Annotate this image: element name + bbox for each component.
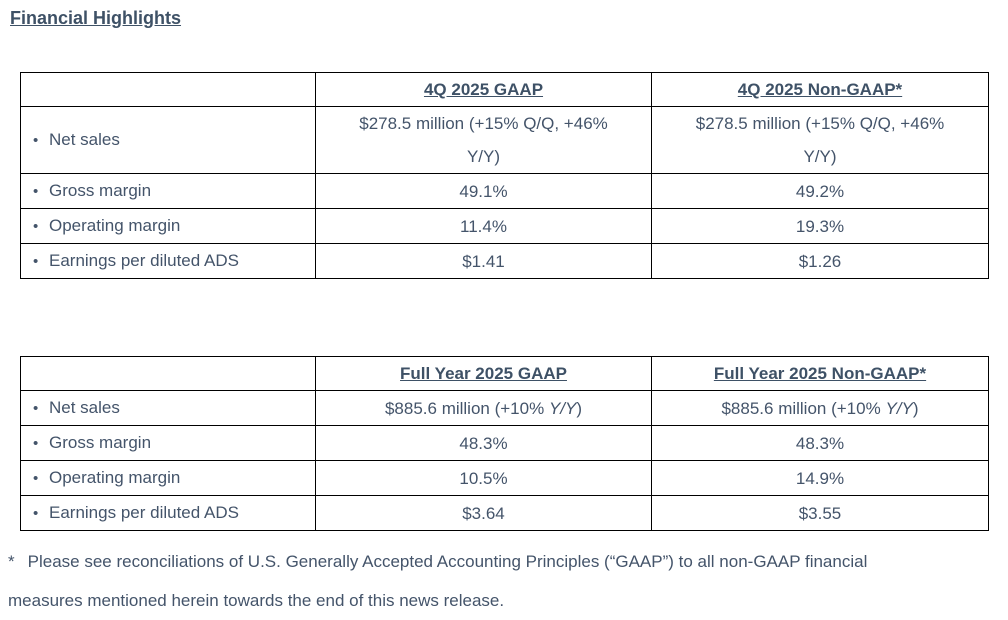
table-row-gross-margin: • Gross margin 48.3% 48.3% bbox=[20, 425, 989, 461]
table-row-net-sales: • Net sales $885.6 million (+10% Y/Y) $88… bbox=[20, 390, 989, 426]
operating-margin-non-gaap-value: 14.9% bbox=[651, 460, 989, 496]
full-year-2025-table: Full Year 2025 GAAP Full Year 2025 Non-G… bbox=[20, 356, 989, 531]
empty-corner-cell bbox=[20, 356, 316, 391]
bullet-icon: • bbox=[33, 253, 39, 270]
bullet-icon: • bbox=[33, 218, 39, 235]
bullet-icon: • bbox=[33, 400, 39, 417]
bullet-icon: • bbox=[33, 132, 39, 149]
row-label: Net sales bbox=[49, 130, 120, 149]
operating-margin-gaap-value: 11.4% bbox=[315, 208, 652, 244]
fy-header-row: Full Year 2025 GAAP Full Year 2025 Non-G… bbox=[20, 356, 989, 391]
eps-gaap-value: $3.64 bbox=[315, 495, 652, 531]
table-row-eps: • Earnings per diluted ADS $1.41 $1.26 bbox=[20, 243, 989, 279]
row-label-cell: • Operating margin bbox=[20, 460, 316, 496]
row-label: Gross margin bbox=[49, 433, 152, 452]
bullet-icon: • bbox=[33, 183, 39, 200]
fy-non-gaap-header: Full Year 2025 Non-GAAP* bbox=[651, 356, 989, 391]
row-label: Earnings per diluted ADS bbox=[49, 251, 239, 270]
table-row-eps: • Earnings per diluted ADS $3.64 $3.55 bbox=[20, 495, 989, 531]
row-label: Net sales bbox=[49, 398, 120, 417]
table-row-gross-margin: • Gross margin 49.1% 49.2% bbox=[20, 173, 989, 209]
net-sales-gaap-value: $885.6 million (+10% Y/Y) bbox=[315, 390, 652, 426]
gross-margin-gaap-value: 48.3% bbox=[315, 425, 652, 461]
gross-margin-gaap-value: 49.1% bbox=[315, 173, 652, 209]
net-sales-non-gaap-value: $885.6 million (+10% Y/Y) bbox=[651, 390, 989, 426]
footnote: * Please see reconciliations of U.S. Gene… bbox=[8, 542, 908, 620]
q4-non-gaap-header: 4Q 2025 Non-GAAP* bbox=[651, 72, 989, 107]
operating-margin-non-gaap-value: 19.3% bbox=[651, 208, 989, 244]
fy-gaap-header: Full Year 2025 GAAP bbox=[315, 356, 652, 391]
row-label-cell: • Operating margin bbox=[20, 208, 316, 244]
table-row-net-sales: • Net sales $278.5 million (+15% Q/Q, +46… bbox=[20, 106, 989, 174]
table-row-operating-margin: • Operating margin 10.5% 14.9% bbox=[20, 460, 989, 496]
empty-corner-cell bbox=[20, 72, 316, 107]
eps-non-gaap-value: $1.26 bbox=[651, 243, 989, 279]
footnote-marker: * bbox=[8, 552, 15, 571]
row-label: Operating margin bbox=[49, 216, 181, 235]
gross-margin-non-gaap-value: 48.3% bbox=[651, 425, 989, 461]
row-label-cell: • Gross margin bbox=[20, 425, 316, 461]
footnote-text: Please see reconciliations of U.S. Gener… bbox=[8, 552, 868, 610]
row-label-cell: • Earnings per diluted ADS bbox=[20, 495, 316, 531]
bullet-icon: • bbox=[33, 435, 39, 452]
q4-2025-table: 4Q 2025 GAAP 4Q 2025 Non-GAAP* • Net sale… bbox=[20, 72, 989, 279]
net-sales-non-gaap-value: $278.5 million (+15% Q/Q, +46% Y/Y) bbox=[651, 106, 989, 174]
bullet-icon: • bbox=[33, 505, 39, 522]
row-label: Gross margin bbox=[49, 181, 152, 200]
row-label: Earnings per diluted ADS bbox=[49, 503, 239, 522]
row-label-cell: • Net sales bbox=[20, 106, 316, 174]
table-row-operating-margin: • Operating margin 11.4% 19.3% bbox=[20, 208, 989, 244]
q4-gaap-header: 4Q 2025 GAAP bbox=[315, 72, 652, 107]
bullet-icon: • bbox=[33, 470, 39, 487]
eps-non-gaap-value: $3.55 bbox=[651, 495, 989, 531]
operating-margin-gaap-value: 10.5% bbox=[315, 460, 652, 496]
gross-margin-non-gaap-value: 49.2% bbox=[651, 173, 989, 209]
row-label-cell: • Net sales bbox=[20, 390, 316, 426]
row-label-cell: • Gross margin bbox=[20, 173, 316, 209]
eps-gaap-value: $1.41 bbox=[315, 243, 652, 279]
page-title: Financial Highlights bbox=[10, 8, 182, 28]
document-page: Financial Highlights 4Q 2025 GAAP 4Q 202… bbox=[0, 7, 1008, 610]
q4-header-row: 4Q 2025 GAAP 4Q 2025 Non-GAAP* bbox=[20, 72, 989, 107]
row-label: Operating margin bbox=[49, 468, 181, 487]
net-sales-gaap-value: $278.5 million (+15% Q/Q, +46% Y/Y) bbox=[315, 106, 652, 174]
row-label-cell: • Earnings per diluted ADS bbox=[20, 243, 316, 279]
